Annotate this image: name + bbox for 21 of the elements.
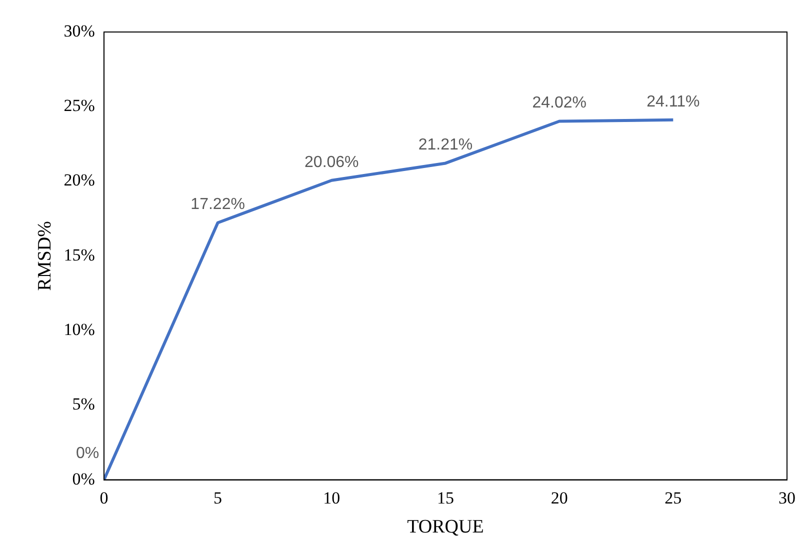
x-tick-label: 5 bbox=[214, 488, 222, 508]
data-label: 24.02% bbox=[532, 94, 586, 112]
y-tick-label: 20% bbox=[64, 170, 95, 190]
y-tick-label: 10% bbox=[64, 320, 95, 339]
x-tick-label: 0 bbox=[100, 488, 108, 508]
x-tick-label: 15 bbox=[436, 488, 454, 508]
data-label: 21.21% bbox=[418, 136, 473, 154]
x-tick-label: 25 bbox=[664, 488, 682, 508]
data-label: 24.11% bbox=[646, 93, 700, 110]
y-tick-label: 30% bbox=[64, 21, 95, 40]
y-axis-title: RMSD% bbox=[34, 220, 56, 291]
data-label: 17.22% bbox=[190, 196, 245, 214]
x-tick-label: 10 bbox=[323, 488, 340, 508]
x-axis-title: TORQUE bbox=[407, 516, 484, 538]
y-tick-label: 0% bbox=[72, 469, 95, 488]
data-label: 20.06% bbox=[304, 154, 359, 171]
y-tick-label: 25% bbox=[64, 96, 95, 116]
y-tick-label: 5% bbox=[72, 394, 95, 414]
y-tick-label: 15% bbox=[64, 245, 95, 264]
x-tick-label: 30 bbox=[778, 488, 796, 508]
x-tick-label: 20 bbox=[550, 488, 568, 508]
